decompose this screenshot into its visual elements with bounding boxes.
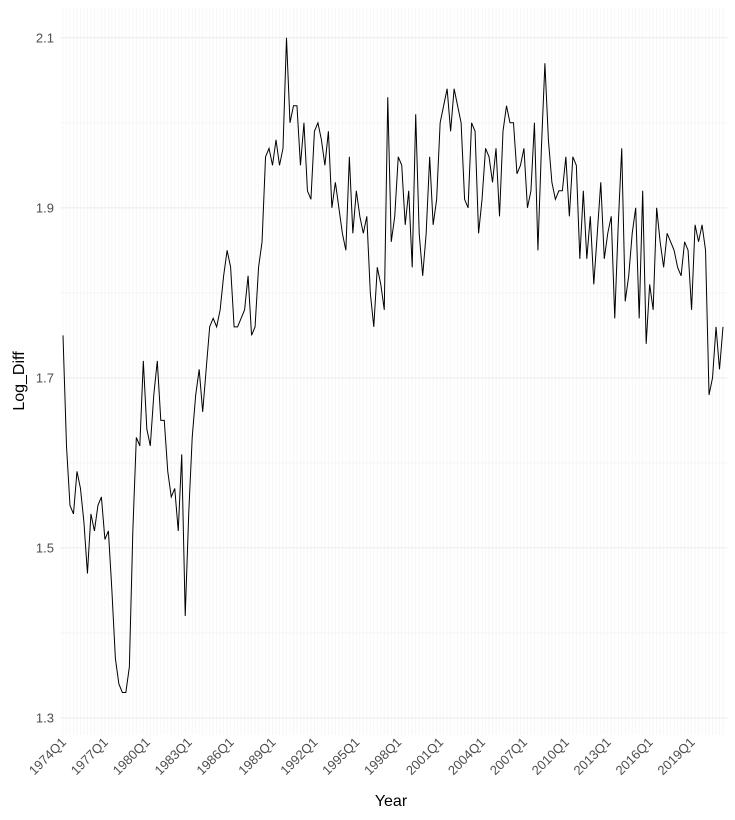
y-axis-title: Log_Diff: [11, 351, 28, 411]
x-tick-label: 1980Q1: [110, 735, 153, 778]
x-tick-label: 2013Q1: [571, 735, 614, 778]
x-tick-label: 2004Q1: [445, 735, 488, 778]
x-tick-label: 1998Q1: [361, 735, 404, 778]
y-axis-ticks: 1.3 1.5 1.7 1.9 2.1: [36, 30, 54, 725]
y-tick-label: 1.9: [36, 200, 54, 215]
x-tick-label: 2019Q1: [654, 735, 697, 778]
x-tick-label: 1974Q1: [26, 735, 69, 778]
x-tick-label: 1986Q1: [193, 735, 236, 778]
x-tick-label: 2007Q1: [487, 735, 530, 778]
x-axis-title: Year: [375, 793, 408, 810]
x-tick-label: 2001Q1: [403, 735, 446, 778]
y-tick-label: 2.1: [36, 30, 54, 45]
x-tick-label: 1992Q1: [277, 735, 320, 778]
y-tick-label: 1.5: [36, 540, 54, 555]
y-tick-label: 1.7: [36, 370, 54, 385]
x-tick-label: 2016Q1: [612, 735, 655, 778]
x-axis-ticks: 1974Q11977Q11980Q11983Q11986Q11989Q11992…: [26, 735, 698, 778]
x-tick-label: 1995Q1: [319, 735, 362, 778]
x-tick-label: 1983Q1: [152, 735, 195, 778]
x-tick-label: 1989Q1: [235, 735, 278, 778]
x-tick-label: 1977Q1: [68, 735, 111, 778]
x-tick-label: 2010Q1: [529, 735, 572, 778]
series-line: [62, 37, 724, 693]
grid-lines: [60, 8, 727, 735]
plot-panel: [60, 8, 727, 735]
y-tick-label: 1.3: [36, 710, 54, 725]
